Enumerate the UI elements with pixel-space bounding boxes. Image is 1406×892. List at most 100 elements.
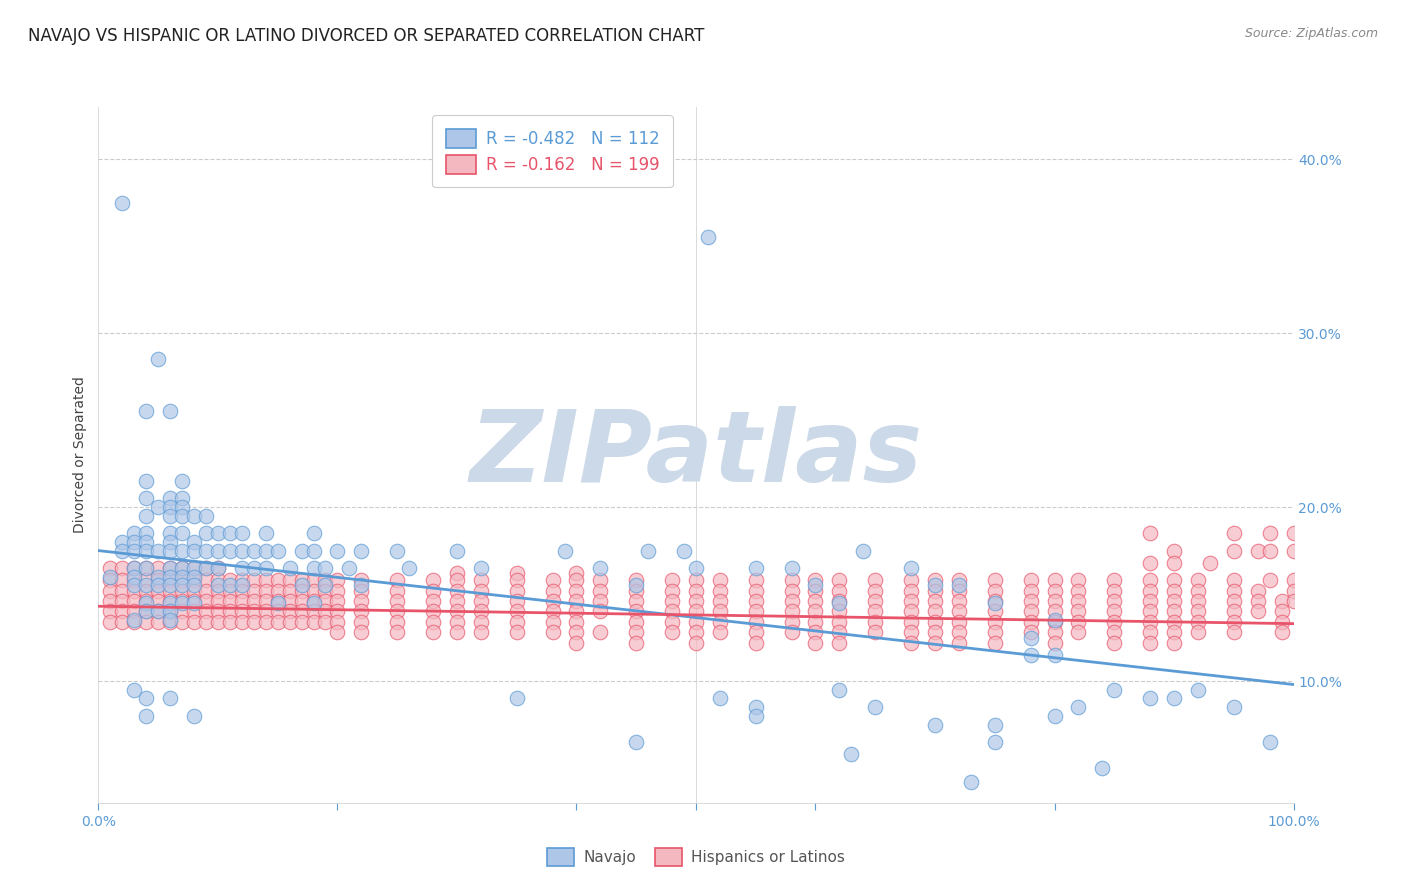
Point: [231, 573, 253, 587]
Point: [159, 500, 181, 514]
Point: [159, 508, 181, 523]
Point: [194, 615, 217, 629]
Point: [219, 526, 242, 541]
Point: [1282, 594, 1305, 608]
Point: [135, 708, 157, 723]
Point: [302, 561, 325, 575]
Point: [863, 573, 886, 587]
Point: [290, 605, 312, 619]
Point: [1163, 691, 1185, 706]
Point: [983, 636, 1005, 650]
Point: [924, 594, 946, 608]
Point: [231, 583, 253, 598]
Point: [709, 615, 731, 629]
Point: [565, 605, 588, 619]
Point: [1198, 556, 1220, 570]
Point: [124, 561, 146, 575]
Point: [243, 605, 266, 619]
Point: [589, 605, 612, 619]
Point: [924, 615, 946, 629]
Point: [1139, 605, 1161, 619]
Point: [624, 636, 647, 650]
Point: [111, 543, 134, 558]
Point: [219, 594, 242, 608]
Point: [828, 625, 851, 640]
Point: [1258, 735, 1281, 749]
Point: [1187, 583, 1209, 598]
Point: [1163, 573, 1185, 587]
Point: [124, 534, 146, 549]
Point: [135, 691, 157, 706]
Point: [172, 561, 194, 575]
Point: [1102, 636, 1125, 650]
Point: [98, 573, 122, 587]
Point: [183, 508, 205, 523]
Point: [780, 605, 803, 619]
Point: [780, 583, 803, 598]
Point: [745, 583, 768, 598]
Point: [326, 583, 349, 598]
Point: [422, 594, 444, 608]
Point: [589, 625, 612, 640]
Point: [924, 717, 946, 731]
Point: [194, 561, 217, 575]
Point: [1067, 700, 1090, 714]
Point: [267, 596, 290, 610]
Point: [194, 508, 217, 523]
Point: [219, 573, 242, 587]
Point: [231, 594, 253, 608]
Point: [385, 583, 409, 598]
Point: [422, 573, 444, 587]
Point: [194, 583, 217, 598]
Point: [194, 594, 217, 608]
Point: [267, 573, 290, 587]
Point: [290, 615, 312, 629]
Point: [172, 500, 194, 514]
Point: [1043, 648, 1066, 662]
Point: [589, 594, 612, 608]
Point: [337, 561, 360, 575]
Point: [948, 615, 970, 629]
Point: [624, 735, 647, 749]
Point: [804, 573, 827, 587]
Point: [183, 708, 205, 723]
Point: [148, 594, 170, 608]
Point: [1067, 573, 1090, 587]
Point: [350, 605, 373, 619]
Point: [780, 615, 803, 629]
Point: [290, 573, 312, 587]
Point: [326, 625, 349, 640]
Point: [159, 543, 181, 558]
Point: [111, 573, 134, 587]
Point: [1222, 605, 1246, 619]
Point: [745, 625, 768, 640]
Point: [1067, 615, 1090, 629]
Point: [207, 561, 229, 575]
Point: [828, 596, 851, 610]
Point: [624, 594, 647, 608]
Point: [124, 526, 146, 541]
Point: [924, 636, 946, 650]
Point: [804, 625, 827, 640]
Point: [278, 615, 301, 629]
Point: [278, 594, 301, 608]
Point: [589, 561, 612, 575]
Point: [422, 625, 444, 640]
Point: [924, 583, 946, 598]
Point: [194, 573, 217, 587]
Point: [243, 583, 266, 598]
Point: [350, 615, 373, 629]
Point: [1163, 625, 1185, 640]
Point: [446, 594, 468, 608]
Point: [135, 573, 157, 587]
Point: [983, 596, 1005, 610]
Point: [745, 700, 768, 714]
Point: [446, 573, 468, 587]
Point: [1139, 625, 1161, 640]
Point: [900, 561, 922, 575]
Point: [1222, 594, 1246, 608]
Point: [446, 543, 468, 558]
Point: [350, 573, 373, 587]
Point: [135, 605, 157, 619]
Point: [661, 594, 683, 608]
